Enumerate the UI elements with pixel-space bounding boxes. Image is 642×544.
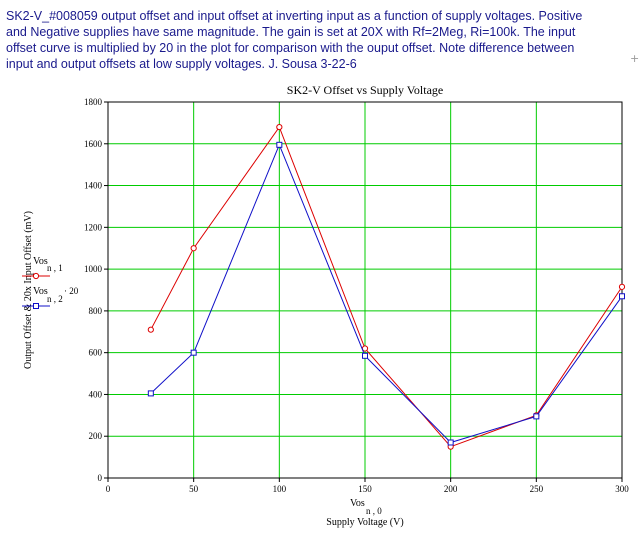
legend-series-2-suffix: · 20 [64, 286, 79, 296]
y-tick-label: 200 [89, 431, 103, 441]
svg-text:Vos: Vos [33, 286, 48, 297]
series-2-point [362, 352, 368, 359]
legend-series-2-subscript: n , 2 [47, 294, 63, 304]
x-tick-label: 0 [106, 484, 111, 494]
x-tick-label: 100 [273, 484, 287, 494]
legend: Vos n , 1 Vos n , 2 · 20 [22, 256, 79, 309]
y-tick-label: 1200 [84, 222, 103, 232]
description-text: SK2-V_#008059 output offset and input of… [6, 8, 624, 72]
legend-series-2-marker [33, 303, 39, 309]
series-2-point [619, 293, 625, 300]
legend-series-1-marker [32, 272, 40, 280]
legend-series-2-name: Vos [33, 286, 48, 297]
description-line-1: SK2-V_#008059 output offset and input of… [6, 9, 583, 23]
series-2-point [190, 349, 197, 356]
x-tick-label: 250 [530, 484, 544, 494]
series-1-line [150, 126, 623, 448]
series-group [147, 123, 626, 450]
x-axis-variable-subscript: n , 0 [366, 506, 382, 516]
x-tick-label: 200 [444, 484, 458, 494]
description-line-4: input and output offsets at low supply v… [6, 57, 357, 71]
series-1-point [618, 283, 626, 290]
legend-series-1-name: Vos [33, 256, 48, 267]
crosshair-icon: + [630, 52, 640, 65]
series-1-point [190, 245, 197, 252]
y-tick-label: 0 [98, 473, 103, 483]
y-tick-label: 1800 [84, 97, 103, 107]
y-tick-label: 800 [89, 306, 103, 316]
y-tick-label: 400 [89, 389, 103, 399]
x-tick-label: 300 [615, 484, 629, 494]
x-tick-label: 150 [358, 484, 372, 494]
grid-lines [108, 102, 622, 478]
description-line-3: offset curve is multiplied by 20 in the … [6, 41, 575, 55]
y-tick-label: 1000 [84, 264, 103, 274]
series-2-point [533, 413, 540, 420]
legend-series-1-subscript: n , 1 [47, 263, 63, 273]
series-2-point [276, 141, 283, 148]
series-1-point [276, 123, 283, 131]
chart-title: SK2-V Offset vs Supply Voltage [287, 83, 443, 97]
x-axis-ticks: 0 50 100 150 200 250 300 [106, 478, 629, 494]
y-axis-label: Output Offset & 20x Input Offset (mV) [23, 211, 34, 369]
y-tick-label: 1600 [84, 139, 103, 149]
y-tick-label: 1400 [84, 181, 103, 191]
y-axis-ticks: 0 200 400 600 800 1000 1200 1400 1600 1800 [84, 97, 108, 483]
x-axis-label: Supply Voltage (V) [326, 517, 403, 528]
svg-text:Vos: Vos [33, 256, 48, 267]
x-axis-variable: Vos [350, 498, 365, 509]
series-1-point [147, 326, 154, 333]
series-2-point [447, 439, 454, 446]
x-tick-label: 50 [189, 484, 199, 494]
y-tick-label: 600 [89, 348, 103, 358]
series-2-point [147, 390, 154, 397]
series-2-line [150, 143, 623, 444]
description-line-2: and Negative supplies have same magnitud… [6, 25, 576, 39]
